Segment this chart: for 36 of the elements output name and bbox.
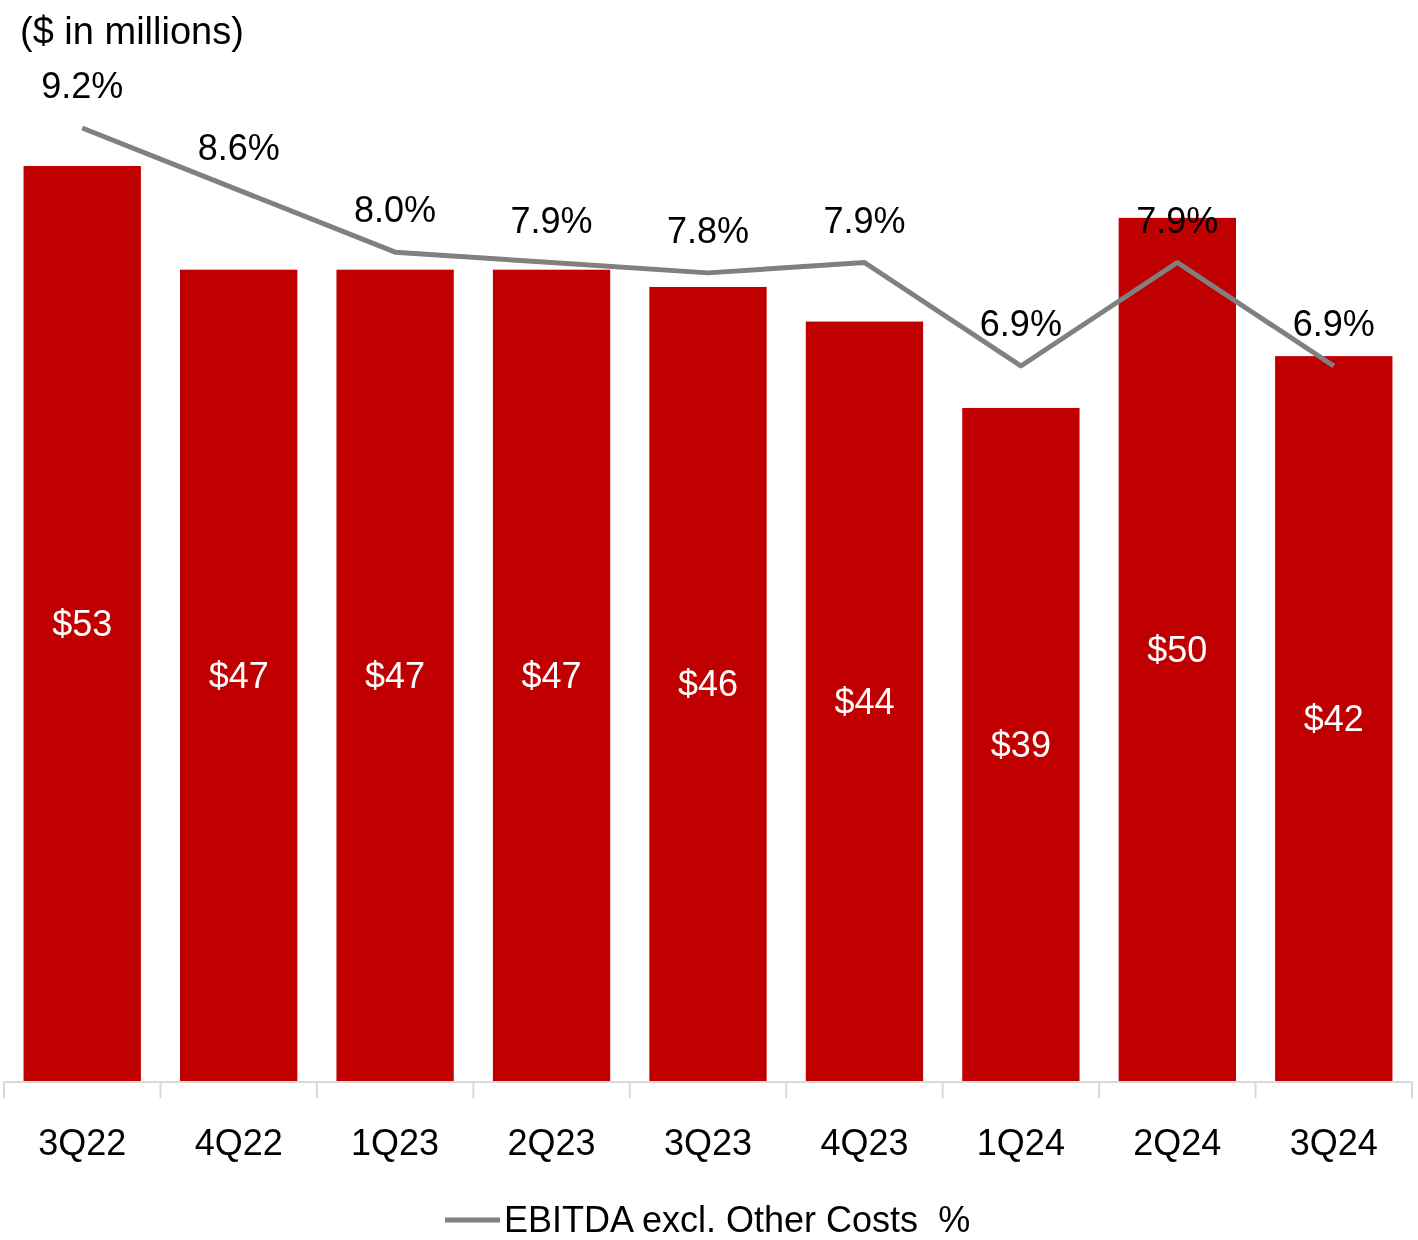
data-label: $42	[1303, 698, 1364, 740]
bar	[649, 286, 767, 1082]
x-tick-label: 2Q24	[1133, 1122, 1222, 1163]
bar	[180, 269, 298, 1082]
chart-title: ($ in millions)	[20, 10, 244, 52]
data-label: $47	[521, 654, 582, 696]
data-label: $47	[208, 654, 269, 696]
data-label: $50	[1147, 628, 1208, 670]
bar	[1275, 356, 1393, 1082]
data-label: $39	[990, 723, 1051, 765]
data-label: 6.9%	[979, 303, 1062, 344]
data-label: 8.0%	[354, 189, 437, 231]
x-tick-label: 3Q23	[663, 1122, 753, 1163]
x-tick-label: 3Q24	[1289, 1122, 1378, 1163]
data-label: $44	[834, 680, 895, 722]
data-label: $46	[677, 663, 739, 705]
x-tick-label: 2Q23	[507, 1122, 596, 1163]
x-tick-label: 3Q22	[38, 1122, 127, 1163]
bar	[336, 269, 454, 1082]
x-tick-label: 1Q23	[351, 1122, 440, 1163]
bar	[492, 269, 611, 1082]
data-label: 7.8%	[666, 209, 750, 251]
data-label: 7.9%	[823, 199, 906, 241]
data-label: $53	[52, 603, 113, 644]
bar	[962, 407, 1080, 1082]
bar	[805, 321, 924, 1082]
x-tick-label: 1Q24	[976, 1122, 1065, 1163]
data-label: 7.9%	[510, 199, 593, 241]
data-label: 9.2%	[41, 65, 124, 106]
data-label: 8.6%	[197, 127, 280, 169]
x-tick-label: 4Q22	[194, 1122, 283, 1163]
data-label: 6.9%	[1292, 303, 1375, 344]
x-tick-label: 4Q23	[820, 1122, 909, 1163]
data-label: $47	[365, 654, 426, 696]
legend-label: EBITDA excl. Other Costs %	[504, 1199, 971, 1240]
bar	[23, 166, 141, 1082]
